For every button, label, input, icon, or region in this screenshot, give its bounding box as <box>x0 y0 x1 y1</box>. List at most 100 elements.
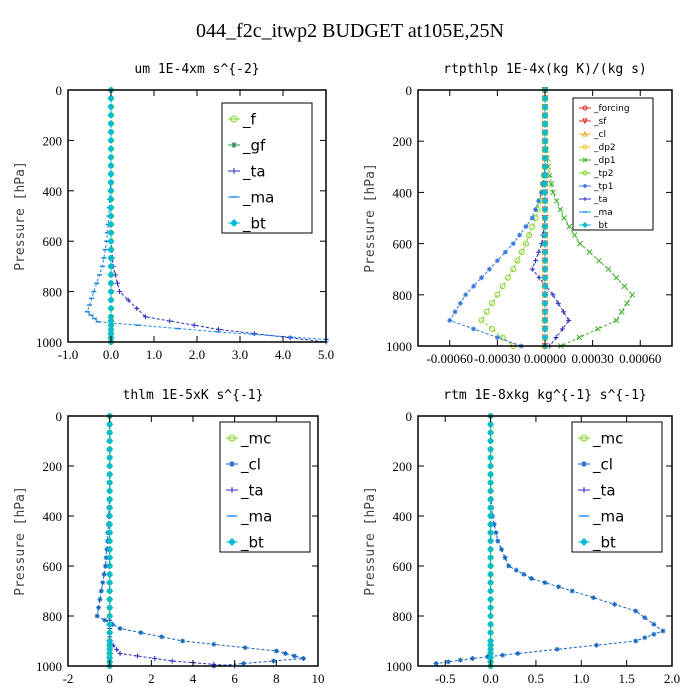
chart-title: rtpthlp 1E-4x(kg K)/(kg s) <box>443 62 647 77</box>
y-axis-label: Pressure [hPa] <box>363 163 378 273</box>
x-tick-label: 1.0 <box>573 671 589 686</box>
y-axis-label: Pressure [hPa] <box>363 486 378 596</box>
x-tick-label: 0 <box>106 671 113 686</box>
legend-item: _ma <box>592 507 624 526</box>
y-tick-label: 800 <box>393 288 413 303</box>
y-tick-label: 600 <box>393 237 413 252</box>
series-tp2 <box>478 87 548 349</box>
legend-item: _ta <box>242 162 266 181</box>
legend-item: _ma <box>240 507 272 526</box>
series-ta <box>529 87 572 349</box>
y-tick-label: 400 <box>43 184 63 199</box>
y-tick-label: 400 <box>43 509 63 524</box>
x-tick-label: 0.5 <box>528 671 544 686</box>
x-tick-label: 1.5 <box>619 671 635 686</box>
x-tick-label: 5.0 <box>318 347 334 362</box>
legend: _f _gf _ta _ma _bt <box>221 102 313 234</box>
series-bt <box>106 412 114 670</box>
y-tick-label: 200 <box>43 133 63 148</box>
x-tick-label: 1.0 <box>146 347 162 362</box>
y-tick-label: 800 <box>43 609 63 624</box>
y-tick-label: 800 <box>43 285 63 300</box>
x-tick-label: 0.00060 <box>619 351 661 366</box>
y-axis-label: Pressure [hPa] <box>13 486 28 596</box>
x-tick-label: 4.0 <box>275 347 291 362</box>
y-tick-label: 800 <box>393 609 413 624</box>
x-tick-label: 0.0 <box>103 347 119 362</box>
x-tick-label: 0.0 <box>482 671 498 686</box>
x-tick-label: 3.0 <box>232 347 248 362</box>
x-tick-label: -0.5 <box>435 671 456 686</box>
x-tick-label: 2.0 <box>664 671 680 686</box>
x-tick-label: -0.00030 <box>474 351 521 366</box>
y-tick-label: 0 <box>56 83 63 98</box>
legend: _forcing _sf _cl _dp2 _dp1 _tp2 _tp1 _ta _ma _bt <box>572 97 654 231</box>
legend-item: _ta <box>592 481 616 500</box>
chart-panel-2: rtpthlp 1E-4x(kg K)/(kg s) Pressure [hPa]… <box>363 62 673 366</box>
x-tick-label: -1.0 <box>58 347 79 362</box>
legend-item: _cl <box>593 130 606 140</box>
legend-item: _mc <box>240 429 271 448</box>
series-line <box>96 416 304 667</box>
y-tick-label: 600 <box>43 234 63 249</box>
y-tick-label: 0 <box>406 83 413 98</box>
series-tp1 <box>447 87 548 349</box>
y-tick-label: 400 <box>393 185 413 200</box>
series-bt <box>541 86 549 350</box>
legend-item: _bt <box>593 221 608 231</box>
y-tick-label: 600 <box>43 559 63 574</box>
x-tick-label: 2 <box>148 671 155 686</box>
y-tick-label: 0 <box>56 409 63 424</box>
legend-item: _bt <box>240 533 264 552</box>
y-tick-label: 400 <box>393 509 413 524</box>
series-line <box>480 90 546 347</box>
legend-item: _cl <box>240 455 261 474</box>
y-tick-label: 1000 <box>36 659 62 674</box>
chart-panel-1: um 1E-4xm s^{-2} Pressure [hPa] -1.0 0.0 1.0… <box>13 62 334 362</box>
x-tick-label: 10 <box>312 671 325 686</box>
y-axis-label: Pressure [hPa] <box>13 161 28 271</box>
series-ta <box>107 413 238 669</box>
legend: _mc _cl _ta _ma _bt <box>219 421 311 553</box>
legend-item: _dp1 <box>593 156 616 166</box>
legend-item: _f <box>242 110 257 129</box>
legend-item: _bt <box>242 214 266 233</box>
legend-item: _sf <box>593 117 607 127</box>
x-tick-label: 2.0 <box>189 347 205 362</box>
x-tick-label: -0.00060 <box>426 351 473 366</box>
series-line <box>109 416 235 667</box>
plot-frame <box>417 415 673 667</box>
legend-item: _gf <box>242 136 266 155</box>
legend-item: _ta <box>240 481 264 500</box>
x-tick-label: -2 <box>63 671 74 686</box>
legend-item: _cl <box>592 455 613 474</box>
x-tick-label: 0.00000 <box>524 351 566 366</box>
x-tick-label: 6 <box>231 671 238 686</box>
chart-title: um 1E-4xm s^{-2} <box>134 62 259 77</box>
x-tick-label: 0.00030 <box>572 351 614 366</box>
y-tick-label: 600 <box>393 559 413 574</box>
legend-item: _ta <box>593 195 608 205</box>
y-tick-label: 0 <box>406 409 413 424</box>
legend-item: _tp2 <box>593 169 613 179</box>
legend-item: _bt <box>592 533 616 552</box>
x-tick-label: 4 <box>190 671 197 686</box>
legend-item: _ma <box>593 208 613 218</box>
y-tick-label: 1000 <box>36 335 62 350</box>
page-title: 044_f2c_itwp2 BUDGET at105E,25N <box>196 20 504 42</box>
legend-item: _mc <box>592 429 623 448</box>
y-tick-label: 1000 <box>386 339 412 354</box>
y-tick-label: 1000 <box>386 659 412 674</box>
y-tick-label: 200 <box>393 459 413 474</box>
chart-panel-3: thlm 1E-5xK s^{-1} Pressure [hPa] -2 0 2 4 6 8 1… <box>13 388 325 686</box>
chart-panel-4: rtm 1E-8xkg kg^{-1} s^{-1} Pressure [hPa]… <box>363 388 680 686</box>
legend: _mc _cl _ta _ma _bt <box>571 421 663 553</box>
legend-item: _tp1 <box>593 182 613 192</box>
series-bt <box>487 412 495 670</box>
chart-title: rtm 1E-8xkg kg^{-1} s^{-1} <box>443 388 647 403</box>
x-tick-label: 8 <box>273 671 280 686</box>
legend-item: _dp2 <box>593 143 616 153</box>
y-tick-label: 200 <box>393 134 413 149</box>
chart-title: thlm 1E-5xK s^{-1} <box>123 388 264 403</box>
